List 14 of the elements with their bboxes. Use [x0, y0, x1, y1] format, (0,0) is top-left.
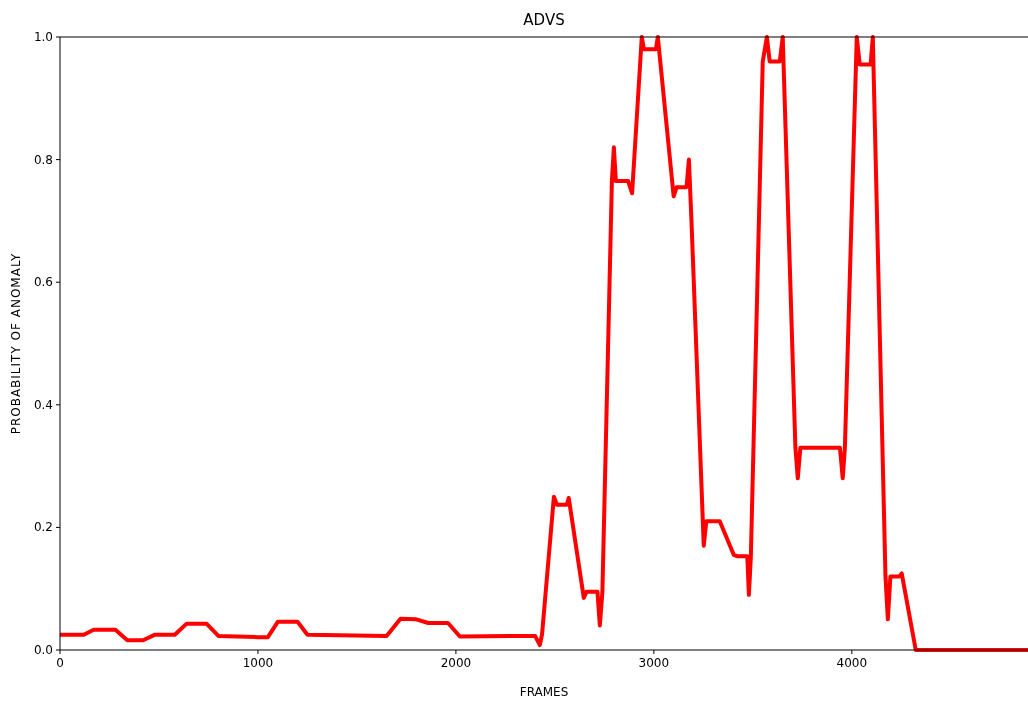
y-axis-title: PROBABILITY OF ANOMALY — [9, 252, 23, 435]
x-tick-label: 2000 — [440, 656, 472, 670]
x-axis-title: FRAMES — [519, 685, 569, 699]
x-tick-label: 0 — [56, 656, 64, 670]
x-tick-label: 4000 — [836, 656, 868, 670]
y-tick-label: 1.0 — [33, 30, 53, 44]
x-tick-label: 1000 — [242, 656, 274, 670]
y-tick-label: 0.0 — [33, 643, 53, 657]
y-tick-label: 0.4 — [33, 397, 53, 412]
y-tick-label: 0.8 — [33, 152, 53, 167]
y-tick-label: 0.6 — [33, 275, 53, 290]
y-tick-label: 0.2 — [33, 520, 53, 535]
x-tick-label: 3000 — [638, 656, 670, 670]
chart-title: ADVS — [523, 11, 565, 29]
